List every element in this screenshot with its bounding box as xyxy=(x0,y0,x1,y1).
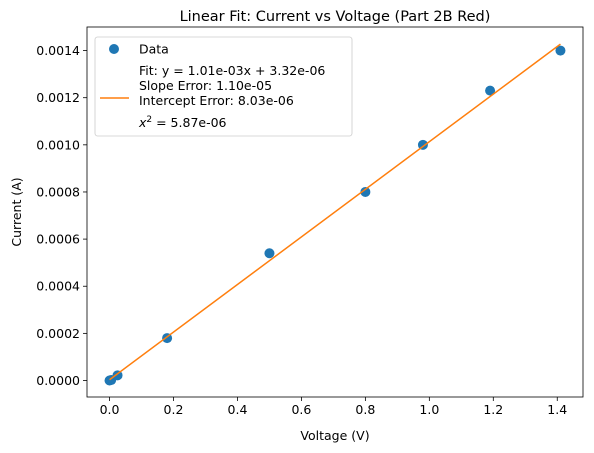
chi2-value: = 5.87e-06 xyxy=(152,115,226,130)
y-tick-label: 0.0008 xyxy=(36,184,80,199)
chart-title: Linear Fit: Current vs Voltage (Part 2B … xyxy=(180,9,491,25)
legend-frame xyxy=(94,36,353,137)
y-tick-label: 0.0004 xyxy=(36,279,80,294)
x-tick-label: 0.6 xyxy=(291,402,311,417)
legend: Data Fit: y = 1.01e-03x + 3.32e-06 Slope… xyxy=(94,36,353,137)
legend-marker-data xyxy=(109,44,119,54)
data-point xyxy=(417,139,428,150)
data-point xyxy=(360,186,371,197)
y-axis-label: Current (A) xyxy=(9,177,24,246)
chi2-symbol: x xyxy=(138,115,147,130)
plot-area xyxy=(104,43,566,386)
fit-line xyxy=(109,43,561,381)
y-tick-label: 0.0014 xyxy=(36,43,80,58)
y-tick-label: 0.0006 xyxy=(36,232,80,247)
x-tick-label: 0.8 xyxy=(355,402,375,417)
legend-label-data: Data xyxy=(139,42,169,57)
y-tick-label: 0.0010 xyxy=(36,137,80,152)
x-axis: 0.0 0.2 0.4 0.6 0.8 1.0 1.2 1.4 xyxy=(100,397,567,417)
data-point xyxy=(264,248,275,259)
chi2-superscript: 2 xyxy=(146,115,152,125)
x-tick-label: 1.0 xyxy=(419,402,439,417)
plot-frame xyxy=(86,26,584,398)
data-point xyxy=(485,85,496,96)
legend-chi-squared: x2 = 5.87e-06 xyxy=(138,115,227,130)
y-tick-label: 0.0002 xyxy=(36,326,80,341)
x-tick-label: 1.2 xyxy=(483,402,503,417)
data-point xyxy=(555,45,566,56)
x-tick-label: 0.2 xyxy=(164,402,184,417)
x-tick-label: 1.4 xyxy=(547,402,567,417)
legend-intercept-error: Intercept Error: 8.03e-06 xyxy=(139,93,294,108)
x-axis-label: Voltage (V) xyxy=(300,428,369,443)
legend-label-fit: Fit: y = 1.01e-03x + 3.32e-06 xyxy=(139,63,325,78)
y-tick-label: 0.0000 xyxy=(36,373,80,388)
legend-slope-error: Slope Error: 1.10e-05 xyxy=(139,78,272,93)
y-axis: 0.0000 0.0002 0.0004 0.0006 0.0008 0.0010 0.00… xyxy=(36,43,87,388)
y-tick-label: 0.0012 xyxy=(36,90,80,105)
x-tick-label: 0.0 xyxy=(100,402,120,417)
x-tick-label: 0.4 xyxy=(228,402,248,417)
